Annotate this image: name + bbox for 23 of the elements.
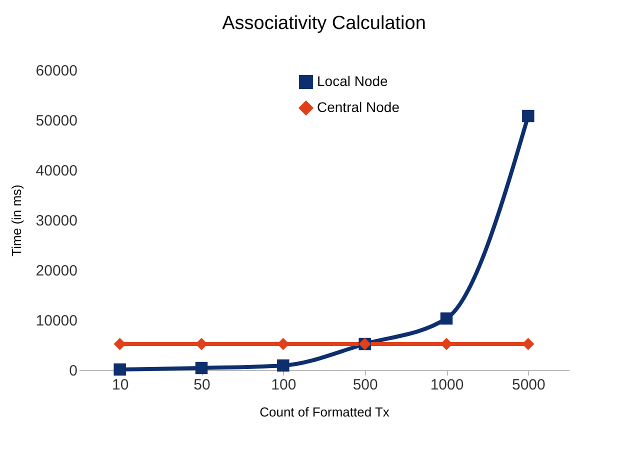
y-tick-label: 30000: [36, 212, 78, 230]
y-tick-label: 60000: [36, 62, 78, 80]
y-tick-label: 50000: [36, 112, 78, 130]
chart-title: Associativity Calculation: [222, 13, 426, 34]
point: [277, 359, 290, 372]
x-tick-label: 10: [112, 376, 129, 394]
legend-label: Local Node: [317, 73, 388, 89]
x-tick-label: 5000: [512, 376, 546, 394]
point: [195, 362, 208, 374]
point: [440, 312, 453, 325]
y-tick-label: 10000: [36, 312, 78, 330]
x-tick-label: 100: [271, 376, 296, 394]
point: [522, 110, 534, 122]
y-axis-title: Time (in ms): [8, 184, 24, 256]
x-axis-title: Count of Formatted Tx: [260, 404, 390, 420]
x-tick-label: 500: [352, 376, 378, 394]
legend-label: Central Node: [317, 99, 400, 115]
y-tick-label: 20000: [36, 262, 78, 280]
y-tick-label: 0: [69, 362, 78, 380]
x-tick-label: 1000: [430, 376, 464, 394]
y-tick-label: 40000: [36, 162, 78, 180]
point: [114, 363, 126, 376]
x-tick-label: 50: [194, 376, 210, 394]
